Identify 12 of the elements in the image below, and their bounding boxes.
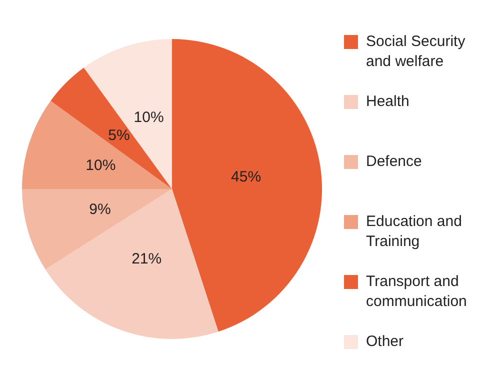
data-label: 10%: [86, 156, 116, 174]
data-label: 21%: [132, 250, 162, 268]
legend-label: Defence: [366, 152, 423, 172]
legend-label: Education and Training: [366, 212, 463, 252]
data-label: 5%: [108, 127, 130, 144]
data-label: 9%: [89, 201, 111, 218]
legend-label: Social Security and welfare: [366, 32, 466, 72]
legend-label: Health: [366, 92, 410, 112]
legend-label: Transport and communication: [366, 272, 468, 312]
legend-label: Other: [366, 332, 405, 352]
data-label: 10%: [134, 108, 164, 126]
data-label: 45%: [231, 168, 262, 186]
